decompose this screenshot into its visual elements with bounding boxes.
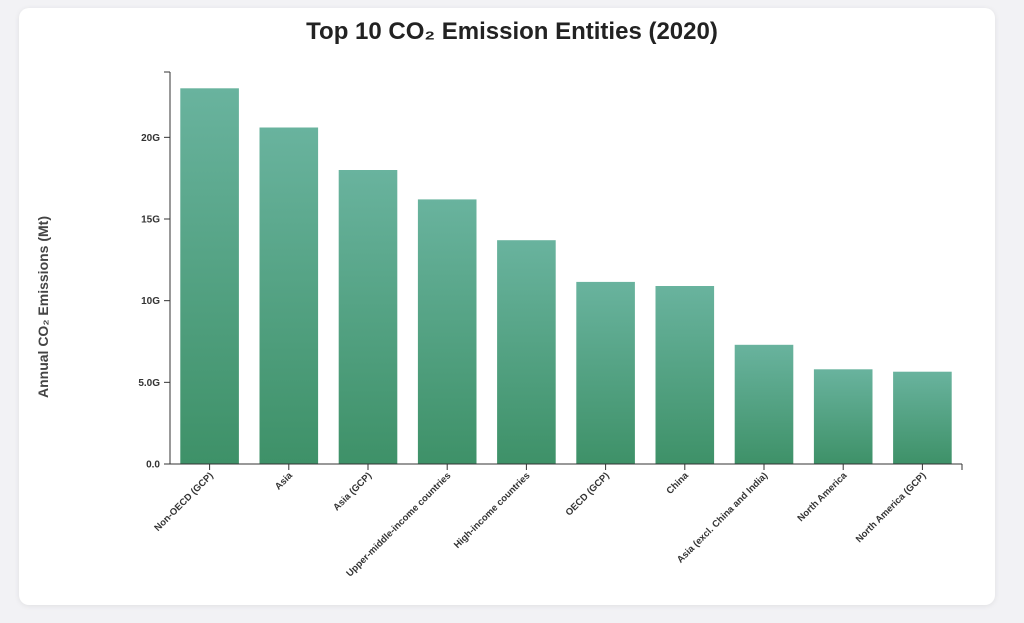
y-tick-label-0: 0.0 (146, 460, 160, 471)
bar-8 (813, 369, 873, 464)
y-tick-label-2: 10G (141, 296, 160, 307)
chart-title: Top 10 CO₂ Emission Entities (2020) (306, 18, 718, 45)
bar-9 (893, 371, 952, 464)
y-tick-label-1: 5.0G (138, 378, 160, 389)
x-tick-label-0: Non-OECD (GCP) (152, 470, 215, 533)
x-tick-label-2: Asia (GCP) (331, 470, 374, 513)
x-axis: Non-OECD (GCP) Asia Asia (GCP)Upper-middle… (152, 463, 963, 579)
bar-3 (417, 199, 477, 464)
x-tick-label-6: China (664, 470, 691, 497)
bar-7 (734, 344, 794, 464)
y-axis: 0.0 5.0G 10G 15G 20G (138, 71, 171, 471)
x-tick-label-7: Asia (excl. China and India) (675, 470, 770, 565)
bar-6 (655, 286, 715, 464)
x-tick-label-8: North America (796, 470, 850, 524)
bar-1 (259, 127, 319, 464)
bar-4 (497, 240, 556, 464)
bar-5 (576, 281, 635, 464)
x-tick-label-4: High-income countries (452, 470, 533, 551)
y-tick-label-3: 15G (141, 215, 160, 226)
x-tick-label-1: Asia (273, 470, 295, 492)
bar-0 (180, 88, 239, 465)
x-tick-label-5: OECD (GCP) (564, 470, 612, 518)
bar-2 (338, 170, 398, 464)
y-tick-label-4: 20G (141, 133, 160, 144)
bars-group (180, 88, 952, 465)
x-tick-label-9: North America (GCP) (854, 470, 929, 545)
